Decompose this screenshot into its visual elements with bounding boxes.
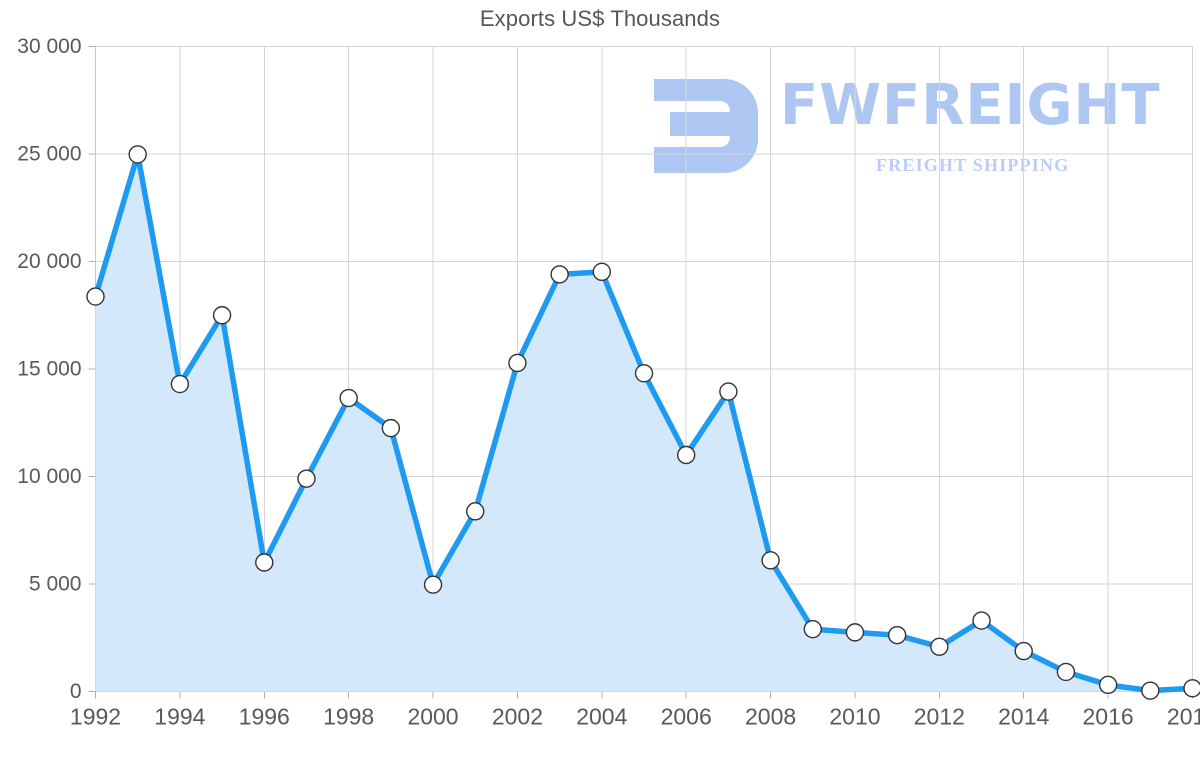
series-data-point[interactable] — [634, 364, 654, 383]
series-data-point[interactable] — [212, 306, 232, 325]
x-axis-tick-label: 1996 — [239, 703, 290, 729]
series-data-point[interactable] — [128, 145, 147, 164]
x-axis-tick-label: 1992 — [70, 703, 121, 729]
series-data-point[interactable] — [423, 575, 443, 594]
y-axis-tick-label: 0 — [70, 680, 82, 703]
x-axis-tick-label: 2012 — [914, 703, 965, 729]
series-data-point[interactable] — [466, 502, 485, 521]
series-data-point[interactable] — [845, 623, 865, 642]
series-data-point[interactable] — [1056, 662, 1076, 682]
y-axis-labels: 30 000 25 000 20 000 15 000 10 000 5 000 0 — [17, 35, 81, 703]
x-axis-tick-label: 2016 — [1083, 703, 1134, 729]
series-data-point[interactable] — [170, 374, 190, 394]
x-axis-tick-label: 2004 — [576, 703, 627, 729]
y-axis-tick-label: 5 000 — [29, 573, 82, 596]
series-data-point[interactable] — [1141, 681, 1160, 700]
series-data-point[interactable] — [719, 382, 738, 401]
series-data-point[interactable] — [803, 619, 822, 639]
x-axis-tick-label: 1998 — [323, 703, 374, 729]
series-data-point[interactable] — [86, 287, 105, 306]
chart-title: Exports US$ Thousands — [479, 6, 721, 31]
series-data-point[interactable] — [887, 625, 907, 645]
series-data-point[interactable] — [297, 469, 316, 488]
series-data-point[interactable] — [1014, 641, 1033, 661]
series-area-layer — [95, 154, 1193, 692]
x-axis-tick-label: 2008 — [745, 703, 796, 729]
series-data-point[interactable] — [508, 353, 527, 373]
series-data-point[interactable] — [550, 265, 569, 284]
series-data-point[interactable] — [930, 637, 949, 656]
series-data-point[interactable] — [1183, 679, 1200, 698]
series-data-point[interactable] — [972, 611, 991, 630]
x-axis-labels: 1992 1994 1996 1998 2000 2002 2004 2006 2008 2010… — [70, 703, 1200, 729]
x-axis-tick-label: 2014 — [998, 703, 1049, 729]
series-data-point[interactable] — [255, 553, 274, 572]
y-axis-tick-label: 20 000 — [17, 250, 81, 273]
x-axis-tick-label: 2002 — [492, 703, 543, 729]
x-axis-tick-label: 2000 — [407, 703, 458, 729]
x-axis-tick-label: 2006 — [661, 703, 712, 729]
x-axis-tick-label: 2018 — [1167, 703, 1200, 729]
series-data-point[interactable] — [761, 551, 780, 570]
series-data-point[interactable] — [676, 445, 696, 465]
y-axis-tick-label: 15 000 — [17, 358, 81, 381]
y-axis-tick-label: 25 000 — [17, 143, 81, 166]
series-area-fill — [95, 154, 1193, 692]
y-axis-tick-label: 30 000 — [17, 35, 81, 58]
y-axis-tick-label: 10 000 — [17, 465, 81, 488]
x-axis-tick-label: 1994 — [154, 703, 205, 729]
series-point-layer — [86, 145, 1200, 700]
series-data-point[interactable] — [381, 418, 401, 438]
series-data-point[interactable] — [592, 262, 612, 282]
series-data-point[interactable] — [1098, 675, 1118, 695]
x-axis-tick-label: 2010 — [829, 703, 880, 729]
series-data-point[interactable] — [339, 388, 358, 408]
